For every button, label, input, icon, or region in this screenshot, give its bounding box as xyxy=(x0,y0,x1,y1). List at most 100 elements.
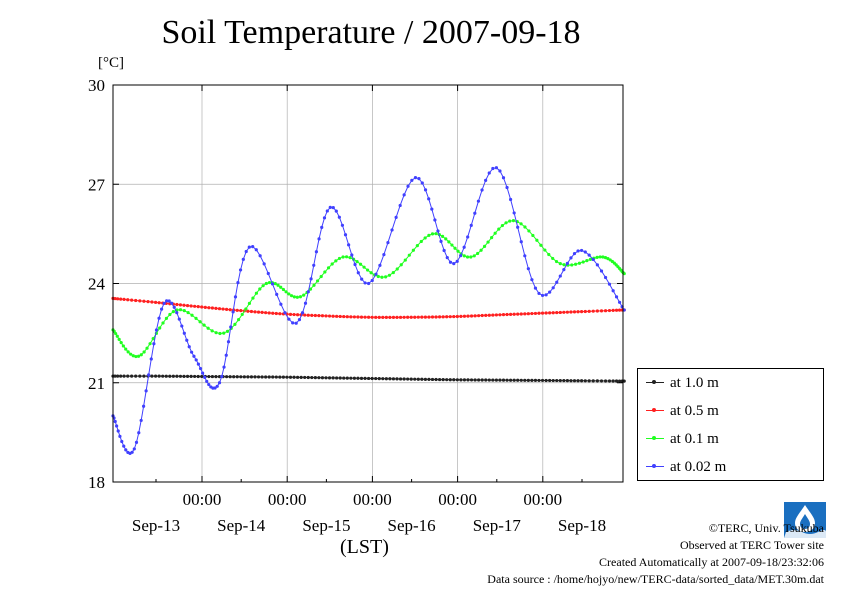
x-axis-label: (LST) xyxy=(340,536,389,558)
series-point xyxy=(599,309,604,313)
series-point xyxy=(154,300,158,304)
series-point xyxy=(603,275,608,280)
series-point xyxy=(539,243,543,247)
series-point xyxy=(384,377,388,381)
series-point xyxy=(158,326,162,330)
series-point xyxy=(480,378,484,382)
series-point xyxy=(419,239,423,244)
series-point xyxy=(264,375,268,379)
series-point xyxy=(459,314,463,318)
series-point xyxy=(562,310,566,314)
series-point xyxy=(420,181,424,185)
series-layer xyxy=(111,166,626,455)
series-point xyxy=(151,337,155,341)
series-point xyxy=(484,378,488,382)
series-point xyxy=(120,439,124,444)
series-point xyxy=(258,287,262,291)
series-point xyxy=(607,379,612,383)
series-point xyxy=(150,374,154,378)
series-point xyxy=(558,378,562,383)
series-point xyxy=(473,211,477,215)
series-point xyxy=(398,203,402,208)
series-point xyxy=(554,259,559,264)
series-point xyxy=(113,296,117,301)
series-point xyxy=(142,299,146,303)
series-point xyxy=(505,378,509,382)
series-point xyxy=(588,257,593,261)
series-point xyxy=(319,274,323,279)
y-tick-label: 18 xyxy=(88,473,105,492)
series-point xyxy=(267,311,271,315)
series-point xyxy=(164,374,168,378)
series-point xyxy=(569,379,573,383)
series-point xyxy=(487,313,491,317)
series-point xyxy=(551,378,555,383)
series-point xyxy=(587,309,591,313)
legend-label: at 0.5 m xyxy=(670,402,719,419)
series-point xyxy=(142,350,146,354)
series-point xyxy=(242,375,246,379)
series-point xyxy=(591,257,595,262)
series-point xyxy=(363,376,367,380)
series-point xyxy=(572,310,577,314)
series-point xyxy=(537,291,541,296)
series-point xyxy=(249,309,254,314)
series-point xyxy=(555,280,559,284)
series-point xyxy=(430,207,434,211)
series-point xyxy=(569,310,573,314)
legend-item-1.0m: at 1.0 m xyxy=(646,373,719,393)
series-point xyxy=(402,193,406,197)
series-point xyxy=(196,305,200,309)
series-point xyxy=(189,304,193,308)
data-source-text: Data source : /home/hojyo/new/TERC-data/… xyxy=(487,572,824,586)
series-point xyxy=(595,379,599,383)
series-point xyxy=(241,257,245,261)
series-point xyxy=(118,434,122,438)
y-tick-label: 27 xyxy=(88,175,106,194)
series-point xyxy=(142,404,146,408)
series-point xyxy=(504,221,508,225)
series-point xyxy=(291,321,295,325)
y-tick-label: 24 xyxy=(88,275,106,294)
series-point xyxy=(270,282,275,286)
series-point xyxy=(165,299,169,303)
series-point xyxy=(512,312,516,316)
series-point xyxy=(617,308,622,312)
series-point xyxy=(249,375,254,379)
series-point xyxy=(466,314,470,318)
series-point xyxy=(434,315,438,319)
series-point xyxy=(434,232,438,236)
series-point xyxy=(115,424,119,428)
legend-swatch-0.1m xyxy=(646,435,664,443)
series-point xyxy=(453,246,457,250)
series-point xyxy=(192,354,196,358)
y-tick-label: 30 xyxy=(88,76,105,95)
series-point xyxy=(386,240,390,245)
x-tick-time-label: 00:00 xyxy=(438,490,477,509)
series-point xyxy=(228,308,232,312)
series-point xyxy=(308,287,313,291)
series-point xyxy=(136,354,141,358)
series-point xyxy=(607,282,612,286)
series-point xyxy=(264,281,268,286)
series-point xyxy=(247,301,252,306)
series-point xyxy=(378,263,382,267)
series-point xyxy=(231,310,235,314)
series-point xyxy=(427,377,431,382)
series-point xyxy=(445,256,449,260)
series-point xyxy=(162,301,166,305)
series-point xyxy=(394,215,398,219)
series-point xyxy=(391,270,395,275)
series-point xyxy=(455,314,459,319)
series-point xyxy=(220,374,224,379)
series-point xyxy=(599,269,604,273)
series-point xyxy=(279,302,283,306)
series-point xyxy=(462,254,466,258)
series-point xyxy=(439,239,443,243)
series-point xyxy=(232,375,236,379)
series-point xyxy=(434,377,438,382)
series-point xyxy=(334,209,338,213)
legend-label: at 0.1 m xyxy=(670,430,719,447)
series-point xyxy=(126,350,130,354)
series-point xyxy=(523,378,527,382)
